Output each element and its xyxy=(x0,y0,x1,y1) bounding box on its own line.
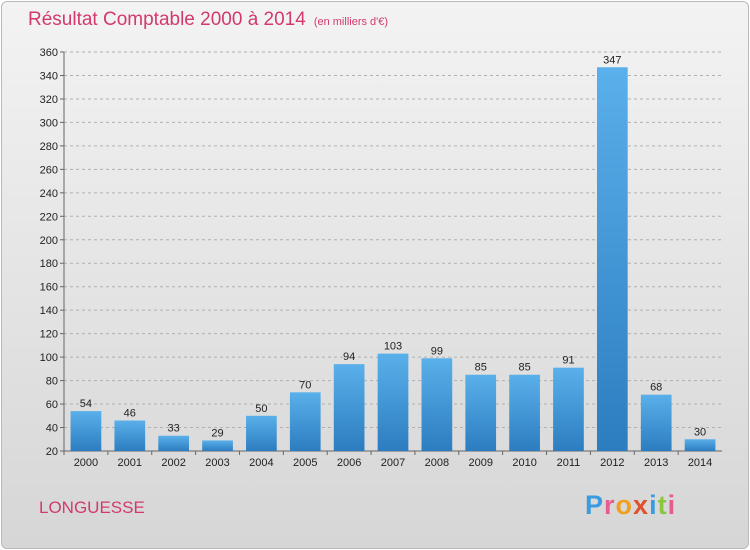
bar-2006 xyxy=(333,364,365,451)
y-tick-label: 120 xyxy=(40,329,58,341)
bar-2010 xyxy=(509,374,540,451)
bar-value-label: 68 xyxy=(650,382,662,394)
bar-2011 xyxy=(553,367,584,451)
title-row: Résultat Comptable 2000 à 2014 (en millie… xyxy=(28,9,388,31)
x-tick-label: 2014 xyxy=(688,457,712,469)
x-tick-label: 2007 xyxy=(381,457,405,469)
y-tick-label: 280 xyxy=(40,141,58,153)
bar-value-label: 46 xyxy=(124,407,136,419)
y-tick-label: 240 xyxy=(40,188,58,200)
logo-letter: i xyxy=(649,490,658,520)
y-tick-label: 60 xyxy=(46,399,58,411)
bar-2007 xyxy=(377,353,409,451)
place-name: LONGUESSE xyxy=(39,498,145,517)
logo-letter: i xyxy=(667,490,677,520)
y-tick-label: 80 xyxy=(46,376,58,388)
bar-value-label: 29 xyxy=(211,427,223,439)
x-tick-label: 2002 xyxy=(161,457,185,469)
y-tick-label: 320 xyxy=(40,94,58,106)
bar-2014 xyxy=(684,439,716,451)
y-tick-label: 160 xyxy=(40,282,58,294)
x-tick-label: 2006 xyxy=(337,457,361,469)
bar-2009 xyxy=(465,374,497,451)
bar-2004 xyxy=(246,415,277,451)
bar-value-label: 85 xyxy=(518,362,530,374)
bar-value-label: 347 xyxy=(603,54,621,66)
bar-value-label: 70 xyxy=(299,379,311,391)
y-tick-label: 140 xyxy=(40,305,58,317)
bar-value-label: 94 xyxy=(343,351,355,363)
bar-value-label: 91 xyxy=(562,355,574,367)
bar-value-label: 30 xyxy=(694,426,706,438)
bar-2003 xyxy=(202,440,233,451)
bars: 54 46 33 29 50 70 94 103 99 85 85 91 347 68 30 xyxy=(70,54,716,451)
bar-2013 xyxy=(640,394,672,451)
y-tick-label: 340 xyxy=(40,70,58,82)
logo-letter: o xyxy=(615,490,634,520)
bar-2000 xyxy=(70,411,102,451)
bar-2008 xyxy=(421,358,453,451)
bar-value-label: 50 xyxy=(255,403,267,415)
logo-letter: r xyxy=(604,490,616,520)
logo-letter: P xyxy=(585,490,605,520)
bar-2002 xyxy=(158,435,190,451)
x-tick-label: 2003 xyxy=(205,457,229,469)
y-tick-label: 40 xyxy=(46,423,58,435)
y-tick-label: 220 xyxy=(40,211,58,223)
y-tick-label: 360 xyxy=(40,47,58,59)
logo-letter: t xyxy=(657,490,668,520)
x-tick-label: 2004 xyxy=(249,457,273,469)
x-tick-label: 2012 xyxy=(600,457,624,469)
x-tick-label: 2013 xyxy=(644,457,668,469)
bar-2005 xyxy=(289,392,321,451)
bar-2012 xyxy=(596,67,628,451)
y-tick-label: 20 xyxy=(46,446,58,458)
x-tick-label: 2010 xyxy=(512,457,536,469)
chart-title: Résultat Comptable 2000 à 2014 xyxy=(28,9,306,30)
y-tick-label: 180 xyxy=(40,258,58,270)
y-tick-label: 200 xyxy=(40,235,58,247)
proxiti-logo: Proxiti xyxy=(585,490,676,521)
y-tick-label: 100 xyxy=(40,352,58,364)
bar-2001 xyxy=(114,420,146,451)
x-tick-label: 2000 xyxy=(74,457,98,469)
x-tick-label: 2005 xyxy=(293,457,317,469)
x-tick-label: 2009 xyxy=(468,457,492,469)
bar-value-label: 54 xyxy=(80,398,92,410)
bar-value-label: 33 xyxy=(168,423,180,435)
x-tick-label: 2011 xyxy=(557,457,581,469)
x-axis-labels: 2000 2001 2002 2003 2004 2005 2006 2007 2008 2009… xyxy=(63,451,712,469)
y-tick-label: 300 xyxy=(40,117,58,129)
bar-value-label: 85 xyxy=(475,362,487,374)
bar-value-label: 103 xyxy=(384,341,402,353)
x-tick-label: 2001 xyxy=(118,457,142,469)
logo-letter: x xyxy=(633,490,650,520)
y-tick-label: 260 xyxy=(40,164,58,176)
chart-subtitle: (en milliers d'€) xyxy=(313,16,389,28)
bar-value-label: 99 xyxy=(431,345,443,357)
x-tick-label: 2008 xyxy=(425,457,449,469)
